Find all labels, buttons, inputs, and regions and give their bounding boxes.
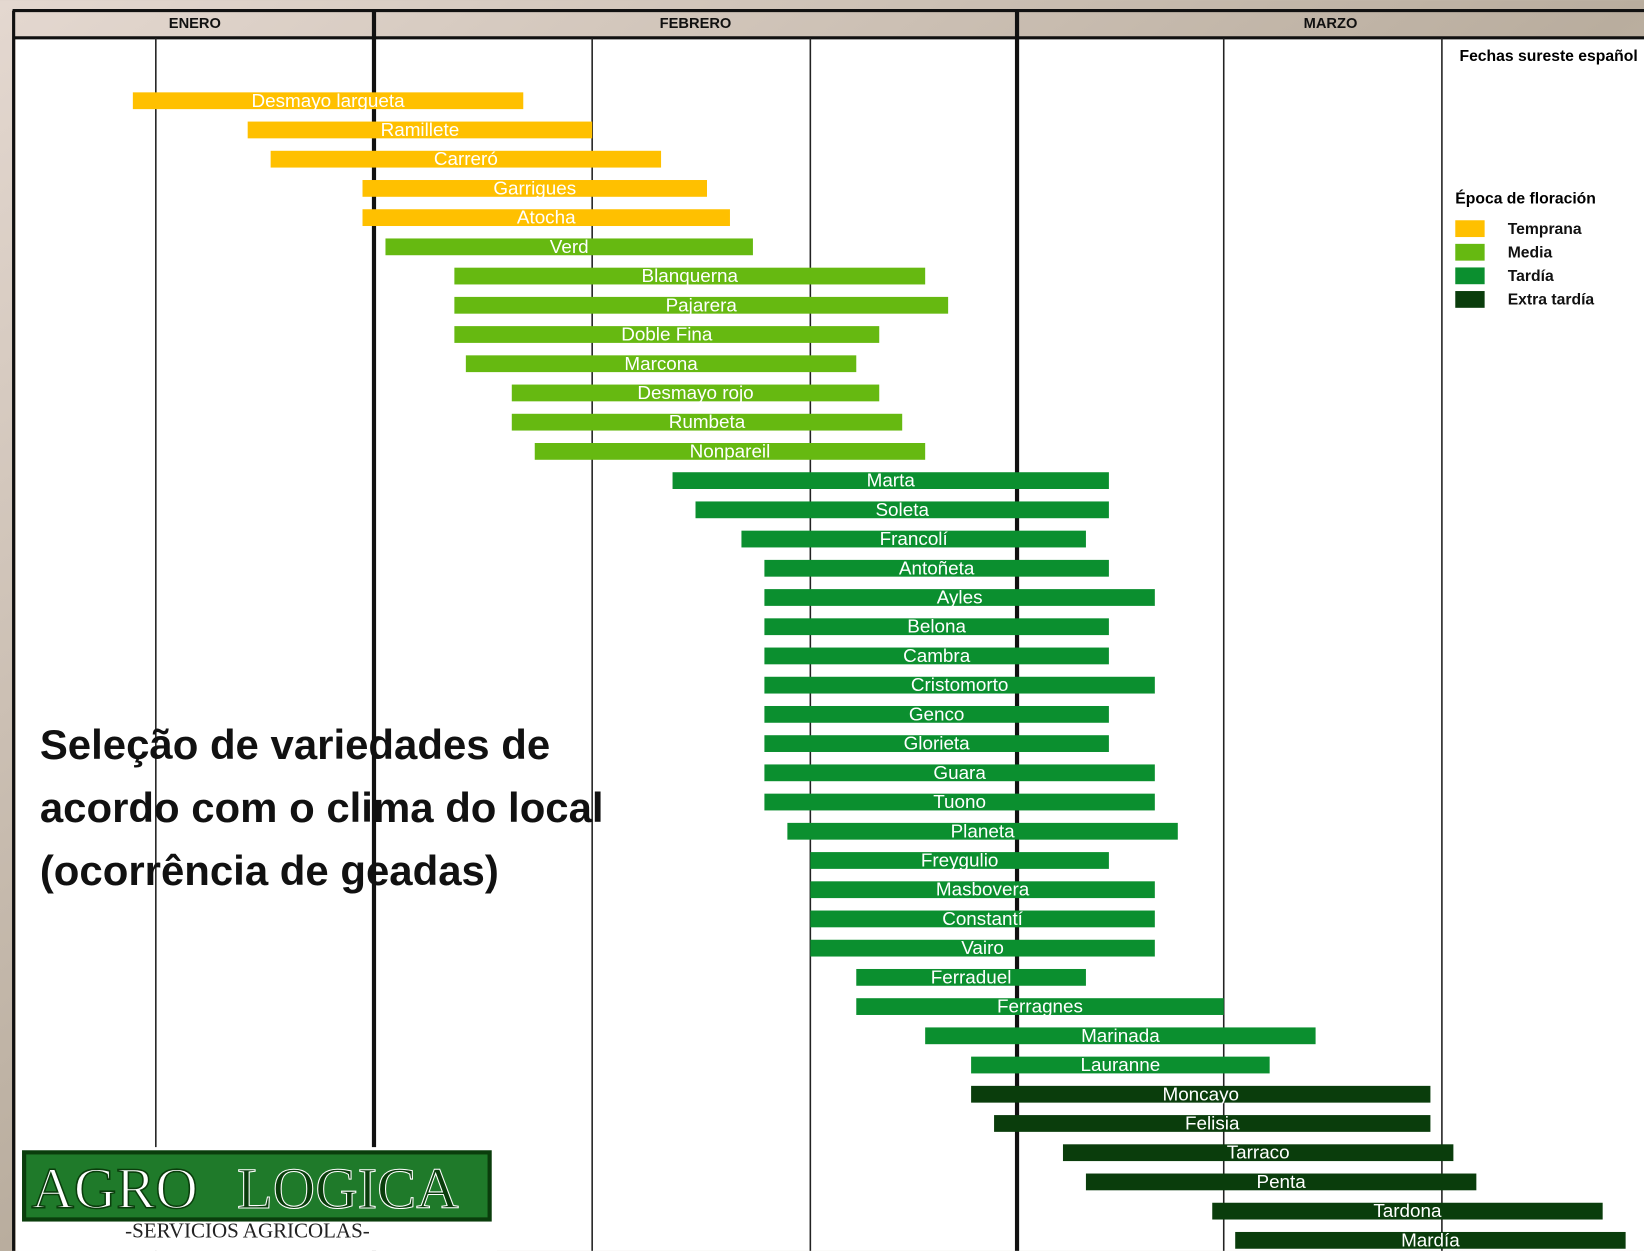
month-label: FEBRERO: [660, 16, 732, 32]
legend-swatch: [1455, 267, 1484, 284]
bar-label: Soleta: [875, 499, 929, 520]
chart: ENERO FEBRERO MARZO Desmayo largueta Ramill…: [0, 0, 1644, 1251]
legend-label: Tardía: [1508, 268, 1554, 285]
bar-label: Vairo: [961, 937, 1004, 958]
bar-label: Atocha: [517, 207, 576, 228]
bar-label: Garrigues: [493, 177, 576, 198]
bar-label: Cambra: [903, 645, 971, 666]
bar-label: Felisia: [1185, 1113, 1240, 1134]
bar-label: Lauranne: [1081, 1054, 1161, 1075]
legend-label: Media: [1508, 244, 1553, 261]
bar-label: Francolí: [880, 528, 949, 549]
bar-label: Moncayo: [1162, 1083, 1239, 1104]
bar-label: Penta: [1256, 1171, 1306, 1192]
bar-label: Freygulio: [921, 850, 999, 871]
bar-label: Guara: [933, 762, 986, 783]
logo-tagline: -SERVICIOS AGRICOLAS-: [125, 1218, 370, 1242]
month-label: ENERO: [169, 16, 221, 32]
overlay-line: Seleção de variedades de: [40, 721, 550, 768]
bar-label: Ramillete: [381, 119, 460, 140]
legend-title: Época de floración: [1455, 188, 1596, 207]
bar-label: Ferragnes: [997, 996, 1083, 1017]
bar-label: Doble Fina: [621, 324, 713, 345]
bar-label: Desmayo rojo: [637, 382, 753, 403]
bar-label: Antoñeta: [899, 557, 975, 578]
overlay-line: acordo com o clima do local: [40, 784, 604, 831]
bar-label: Cristomorto: [911, 674, 1008, 695]
month-label: MARZO: [1304, 16, 1358, 32]
legend-swatch: [1455, 220, 1484, 237]
page: ENERO FEBRERO MARZO Desmayo largueta Ramill…: [0, 0, 1644, 1251]
bar-label: Rumbeta: [669, 411, 746, 432]
note: Fechas sureste español: [1459, 48, 1637, 65]
bar-label: Mardía: [1401, 1229, 1460, 1250]
bar-label: Marcona: [624, 353, 698, 374]
bar-label: Pajarera: [666, 294, 738, 315]
bar-label: Genco: [909, 703, 965, 724]
bar-label: Ferraduel: [931, 966, 1012, 987]
bar-label: Tardona: [1373, 1200, 1442, 1221]
bar-label: Blanquerna: [642, 265, 739, 286]
bar-label: Belona: [907, 616, 966, 637]
bar-label: Nonpareil: [690, 440, 771, 461]
bar-label: Desmayo largueta: [252, 90, 406, 111]
bar-label: Ayles: [937, 587, 983, 608]
legend-label: Temprana: [1508, 221, 1582, 238]
bar-label: Tarraco: [1227, 1142, 1290, 1163]
legend-swatch: [1455, 244, 1484, 261]
logo-part1: AGRO: [31, 1156, 197, 1221]
plot-area: [16, 38, 1644, 1251]
bar-label: Tuono: [933, 791, 986, 812]
bar-label: Marinada: [1081, 1025, 1160, 1046]
legend-label: Extra tardía: [1508, 292, 1595, 309]
bar-label: Planeta: [951, 820, 1015, 841]
bar-label: Masbovera: [936, 879, 1030, 900]
logo-part2: LOGICA: [237, 1156, 459, 1221]
bar-label: Marta: [867, 470, 916, 491]
bar-label: Glorieta: [904, 733, 971, 754]
bar-label: Constantí: [942, 908, 1023, 929]
logo: AGRO LOGICA -SERVICIOS AGRICOLAS-: [19, 1147, 497, 1251]
overlay-line: (ocorrência de geadas): [40, 847, 499, 894]
bar-label: Verd: [550, 236, 589, 257]
legend-swatch: [1455, 291, 1484, 308]
bar-label: Carreró: [434, 148, 498, 169]
